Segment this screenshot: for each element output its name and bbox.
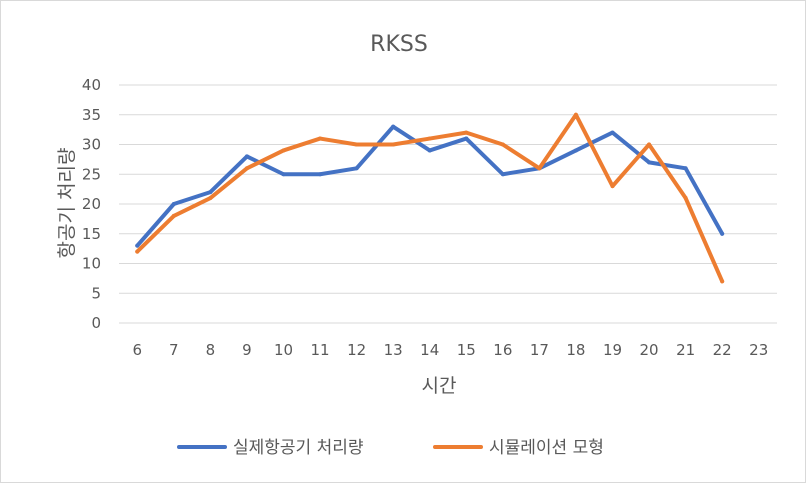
y-tick-label: 30 xyxy=(82,136,101,154)
x-tick-label: 18 xyxy=(566,341,585,359)
series-1-point xyxy=(573,148,578,153)
series-1-point xyxy=(318,172,323,177)
series-lines xyxy=(135,112,725,284)
x-tick-label: 11 xyxy=(311,341,330,359)
series-2-point xyxy=(171,213,176,218)
series-1-point xyxy=(647,160,652,165)
legend-label-1: 실제항공기 처리량 xyxy=(233,438,364,458)
series-2-point xyxy=(610,184,615,189)
series-1-point xyxy=(683,166,688,171)
series-2-point xyxy=(354,142,359,147)
legend-label-2: 시뮬레이션 모형 xyxy=(489,438,604,458)
x-tick-label: 7 xyxy=(169,341,179,359)
series-1-point xyxy=(281,172,286,177)
series-1-point xyxy=(610,130,615,135)
x-tick-label: 14 xyxy=(420,341,439,359)
chart-title: RKSS xyxy=(370,32,428,57)
y-tick-label: 20 xyxy=(82,195,101,213)
series-2-point xyxy=(135,249,140,254)
series-2-point xyxy=(683,196,688,201)
x-tick-label: 15 xyxy=(457,341,476,359)
y-axis-label: 항공기 처리량 xyxy=(56,148,78,259)
y-axis-ticks: 0 5 10 15 20 25 30 35 40 xyxy=(82,76,101,332)
x-tick-label: 12 xyxy=(347,341,366,359)
x-tick-label: 17 xyxy=(530,341,549,359)
x-axis-ticks: 6 7 8 9 10 11 12 13 14 15 16 17 18 19 20 21 22 23 xyxy=(133,341,769,359)
series-2-point xyxy=(647,142,652,147)
series-2-point xyxy=(573,112,578,117)
y-tick-label: 40 xyxy=(82,76,101,94)
series-1-point xyxy=(208,190,213,195)
x-tick-label: 10 xyxy=(274,341,293,359)
series-2-point xyxy=(500,142,505,147)
x-tick-label: 8 xyxy=(206,341,216,359)
x-tick-label: 6 xyxy=(133,341,143,359)
x-tick-label: 23 xyxy=(749,341,768,359)
x-tick-label: 19 xyxy=(603,341,622,359)
series-2-point xyxy=(391,142,396,147)
series-2-point xyxy=(281,148,286,153)
series-1-point xyxy=(135,243,140,248)
series-1-point xyxy=(720,231,725,236)
series-1-point xyxy=(244,154,249,159)
x-tick-label: 20 xyxy=(640,341,659,359)
x-tick-label: 9 xyxy=(242,341,252,359)
x-tick-label: 22 xyxy=(713,341,732,359)
grid-lines xyxy=(119,84,777,324)
series-2-point xyxy=(318,136,323,141)
series-2-point xyxy=(464,130,469,135)
series-1-point xyxy=(427,148,432,153)
legend: 실제항공기 처리량 시뮬레이션 모형 xyxy=(177,438,604,458)
series-1-point xyxy=(171,202,176,206)
series-1-point xyxy=(354,166,359,171)
series-2-point xyxy=(720,279,725,284)
x-axis-label: 시간 xyxy=(422,375,457,397)
y-tick-label: 0 xyxy=(91,314,101,332)
series-2-point xyxy=(537,166,542,171)
series-1-point xyxy=(500,172,505,177)
series-1-point xyxy=(391,124,396,129)
y-tick-label: 15 xyxy=(82,225,101,243)
series-2-point xyxy=(208,196,213,201)
x-tick-label: 21 xyxy=(676,341,695,359)
series-2-point xyxy=(244,166,249,171)
x-tick-label: 16 xyxy=(493,341,512,359)
y-tick-label: 35 xyxy=(82,106,101,124)
y-tick-label: 25 xyxy=(82,165,101,183)
series-2-point xyxy=(427,136,432,141)
x-tick-label: 13 xyxy=(384,341,403,359)
y-tick-label: 5 xyxy=(91,284,101,302)
series-1-point xyxy=(464,136,469,141)
y-tick-label: 10 xyxy=(82,255,101,273)
